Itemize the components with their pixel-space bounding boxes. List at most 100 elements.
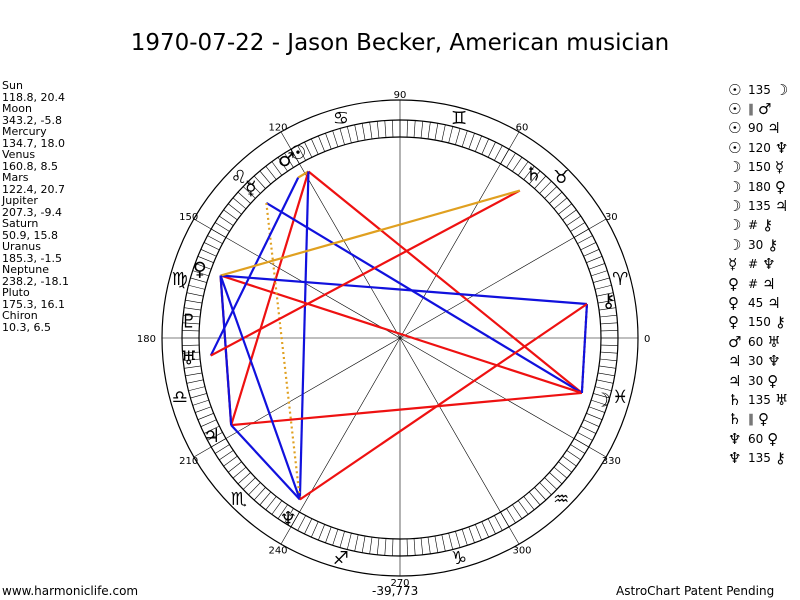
planet-values: 118.8, 20.4 bbox=[2, 90, 65, 104]
aspect-planet-glyph: ♆ bbox=[728, 429, 742, 448]
aspect-line bbox=[210, 189, 521, 357]
degree-tick bbox=[354, 534, 359, 552]
degree-tick bbox=[597, 299, 615, 304]
degree-tick bbox=[406, 120, 408, 138]
degree-label: 30 bbox=[605, 212, 618, 223]
aspect-planet-glyph: ♃ bbox=[762, 274, 776, 293]
degree-tick bbox=[427, 537, 431, 554]
degree-tick bbox=[182, 344, 200, 346]
degree-tick bbox=[253, 175, 266, 189]
aspect-planet-glyph: ⚷ bbox=[767, 235, 779, 254]
degree-tick bbox=[528, 491, 541, 506]
degree-tick bbox=[600, 351, 618, 354]
planet-glyph-mars: ♂ bbox=[278, 149, 295, 171]
degree-tick bbox=[441, 534, 446, 552]
aspect-planet-glyph: ☉ bbox=[728, 80, 742, 99]
zodiac-sign-glyphs: ♈ ♉ ♊ ♋ ♌ ♍ ♎ ♏ ♐ ♑ ♒ ♓ bbox=[172, 108, 629, 569]
degree-tick bbox=[311, 138, 319, 155]
aspect-row: ☉ 90 ♃ bbox=[728, 119, 791, 138]
degree-tick bbox=[487, 141, 496, 158]
planet-glyph-moon: ☽ bbox=[594, 389, 611, 411]
aspect-planet-glyph: ♀ bbox=[758, 410, 769, 429]
degree-tick bbox=[304, 518, 313, 535]
degree-tick bbox=[588, 263, 605, 270]
aspect-lines bbox=[209, 170, 589, 501]
degree-tick bbox=[539, 180, 552, 194]
planet-name: Saturn bbox=[2, 217, 39, 230]
zodiac-sign-glyph: ♌ bbox=[231, 167, 247, 188]
degree-tick bbox=[277, 157, 288, 172]
planet-glyphs: ☉ ☽ ☿ ♀ ♂ ♃ ♄ ♅ ♆ ♇ ⚷ bbox=[180, 142, 615, 530]
zodiac-sign-glyph: ♓ bbox=[612, 387, 628, 408]
degree-tick bbox=[461, 130, 468, 147]
degree-tick bbox=[512, 157, 523, 172]
degree-tick bbox=[591, 399, 608, 406]
aspect-planet-glyph: ☽ bbox=[728, 197, 742, 216]
degree-tick bbox=[183, 358, 201, 362]
degree-tick bbox=[434, 123, 439, 141]
degree-tick bbox=[494, 515, 503, 531]
degree-tick bbox=[594, 386, 612, 392]
sign-spoke bbox=[399, 337, 520, 545]
degree-label: 0 bbox=[644, 334, 650, 345]
degree-tick bbox=[599, 365, 616, 369]
aspect-list: ☉ 135 ☽ ☉ ∥ ♂ ☉ 90 ♃ ☉ 120 ♆ ☽ 150 ☿ ☽ 180 ♀ ☽ 135 ♃ ☽ # ⚷ ☽ 30 ⚷ ☿… bbox=[728, 80, 791, 468]
degree-tick bbox=[223, 455, 238, 467]
aspect-value: 150 bbox=[748, 160, 771, 175]
degree-tick bbox=[384, 538, 387, 556]
degree-label: 90 bbox=[394, 90, 407, 101]
degree-tick bbox=[599, 358, 617, 362]
aspect-line bbox=[298, 171, 310, 500]
aspect-planet-glyph: ♂ bbox=[728, 332, 742, 351]
aspect-line bbox=[220, 274, 583, 394]
planet-name: Moon bbox=[2, 102, 32, 115]
degree-tick bbox=[534, 175, 547, 189]
degree-tick bbox=[600, 322, 618, 325]
degree-label: 60 bbox=[516, 123, 529, 134]
planet-name: Uranus bbox=[2, 240, 41, 253]
degree-tick bbox=[413, 120, 416, 138]
aspect-planet-glyph: ♂ bbox=[758, 100, 772, 119]
aspect-planet-glyph: ♄ bbox=[728, 390, 742, 409]
degree-tick bbox=[223, 209, 238, 221]
planet-values: 134.7, 18.0 bbox=[2, 136, 65, 150]
degree-tick bbox=[332, 130, 339, 147]
degree-tick bbox=[455, 128, 461, 145]
degree-tick bbox=[190, 393, 207, 399]
planet-values: 160.8, 8.5 bbox=[2, 159, 58, 173]
zodiac-sign-glyph: ♑ bbox=[451, 548, 467, 569]
degree-tick bbox=[517, 500, 529, 515]
aspect-planet-glyph: ♀ bbox=[774, 177, 786, 196]
planet-name: Mars bbox=[2, 171, 29, 184]
planet-values: 185.3, -1.5 bbox=[2, 251, 62, 265]
degree-label: 270 bbox=[390, 578, 409, 589]
degree-label: 240 bbox=[268, 545, 287, 556]
degree-tick bbox=[487, 518, 496, 535]
degree-tick bbox=[182, 351, 200, 354]
aspect-value: 30 bbox=[748, 354, 764, 369]
planet-name: Chiron bbox=[2, 309, 38, 322]
aspect-planet-glyph: ☽ bbox=[728, 158, 742, 177]
degree-tick bbox=[413, 538, 416, 556]
planet-values: 207.3, -9.4 bbox=[2, 205, 62, 219]
degree-tick bbox=[434, 535, 439, 553]
degree-tick bbox=[207, 432, 223, 441]
degree-tick bbox=[195, 263, 212, 270]
degree-tick bbox=[523, 496, 535, 510]
aspect-value: 30 bbox=[748, 373, 764, 388]
degree-tick bbox=[506, 508, 516, 524]
degree-tick bbox=[318, 524, 325, 541]
degree-tick bbox=[284, 152, 294, 168]
aspect-value: # bbox=[748, 276, 759, 291]
aspect-planet-glyph: ⚷ bbox=[774, 449, 786, 468]
aspect-planet-glyph: ♃ bbox=[774, 197, 789, 216]
aspect-value: 135 bbox=[748, 451, 771, 466]
degree-tick bbox=[506, 152, 516, 168]
degree-tick bbox=[376, 121, 380, 139]
degree-tick bbox=[265, 166, 277, 180]
aspect-line bbox=[230, 171, 310, 426]
degree-tick bbox=[376, 537, 380, 555]
degree-tick bbox=[534, 487, 547, 501]
degree-tick bbox=[369, 537, 373, 554]
